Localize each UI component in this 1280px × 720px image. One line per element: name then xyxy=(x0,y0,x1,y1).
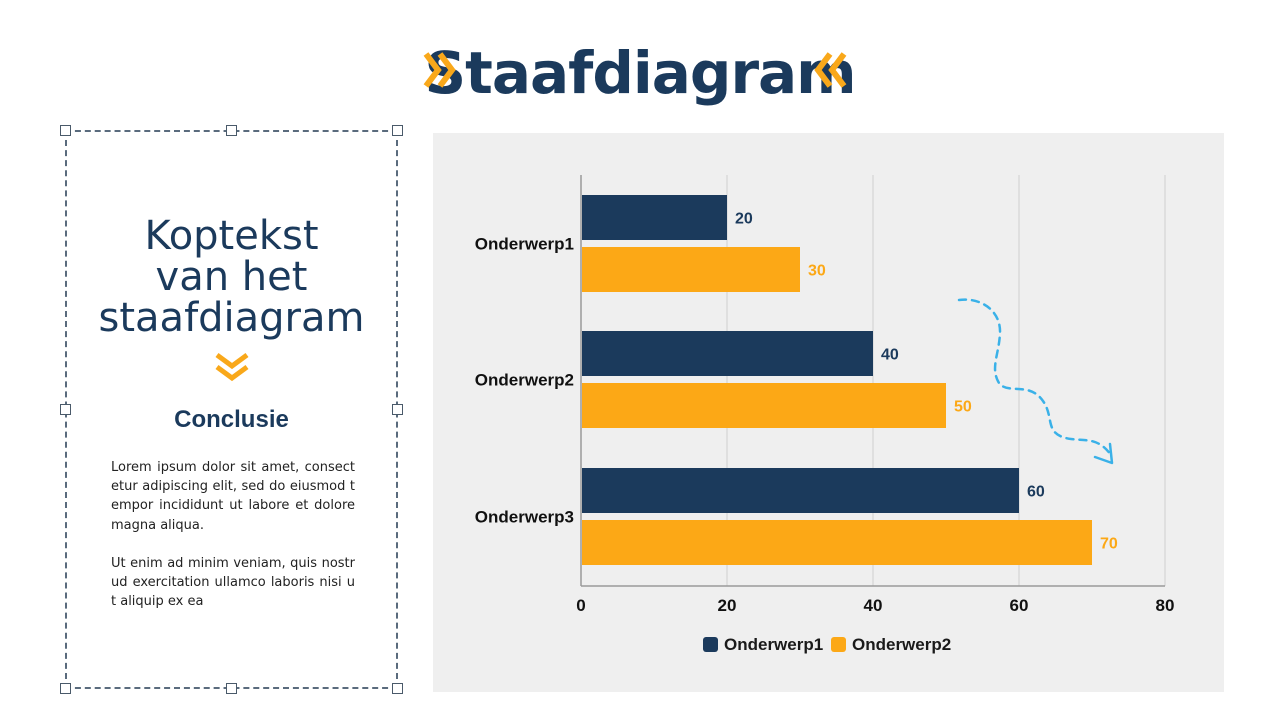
conclusion-heading: Conclusie xyxy=(174,406,289,433)
legend-swatch xyxy=(831,637,846,652)
bar-onderwerp1-onderwerp3 xyxy=(582,468,1019,513)
chevron-left-icon xyxy=(814,52,847,88)
selected-text-box[interactable]: Koptekst van het staafdiagram Conclusie … xyxy=(60,125,403,694)
heading-line: staafdiagram xyxy=(98,295,365,341)
page-title: Staafdiagram xyxy=(0,38,1280,108)
legend-label: Onderwerp2 xyxy=(852,635,951,654)
dashed-arrow-path xyxy=(957,298,1113,457)
data-label: 20 xyxy=(735,211,753,228)
resize-handle-bottom[interactable] xyxy=(226,683,237,694)
bar-onderwerp2-onderwerp3 xyxy=(582,520,1092,565)
heading-line: van het xyxy=(155,254,308,300)
bar-chart: 0 20 40 60 80 20 30 Onderwerp1 40 50 Onderwerp2 60 7… xyxy=(475,175,1175,654)
paragraph: Ut enim ad minim veniam, quis nostrud ex… xyxy=(111,555,355,610)
resize-handle-bottom-right[interactable] xyxy=(392,683,403,694)
legend-label: Onderwerp1 xyxy=(724,635,823,654)
resize-handle-bottom-left[interactable] xyxy=(60,683,71,694)
data-label: 30 xyxy=(808,263,826,280)
resize-handle-top[interactable] xyxy=(226,125,237,136)
resize-handle-top-left[interactable] xyxy=(60,125,71,136)
data-label: 70 xyxy=(1100,536,1118,553)
bar-onderwerp2-onderwerp1 xyxy=(582,247,800,292)
data-label: 40 xyxy=(881,347,899,364)
data-label: 60 xyxy=(1027,484,1045,501)
category-label: Onderwerp1 xyxy=(475,235,574,254)
chart-panel[interactable]: 0 20 40 60 80 20 30 Onderwerp1 40 50 Onderwerp2 60 7… xyxy=(433,133,1224,692)
bar-onderwerp1-onderwerp2 xyxy=(582,331,873,376)
title-text: Staafdiagram xyxy=(424,39,856,107)
x-tick-label: 40 xyxy=(864,596,883,615)
chart-heading: Koptekst van het staafdiagram xyxy=(67,216,396,339)
paragraph: Lorem ipsum dolor sit amet, consectetur … xyxy=(111,460,355,533)
data-label: 50 xyxy=(954,399,972,416)
category-label: Onderwerp3 xyxy=(475,508,574,527)
legend-swatch xyxy=(703,637,718,652)
bar-onderwerp2-onderwerp2 xyxy=(582,383,946,428)
category-label: Onderwerp2 xyxy=(475,371,574,390)
x-tick-label: 80 xyxy=(1156,596,1175,615)
x-tick-label: 0 xyxy=(576,596,585,615)
double-chevron-down-icon xyxy=(215,352,249,382)
body-text: Lorem ipsum dolor sit amet, consectetur … xyxy=(111,458,355,611)
heading-line: Koptekst xyxy=(144,213,319,259)
bar-onderwerp1-onderwerp1 xyxy=(582,195,727,240)
arrow-head-icon xyxy=(1093,442,1114,465)
x-tick-label: 60 xyxy=(1010,596,1029,615)
resize-handle-top-right[interactable] xyxy=(392,125,403,136)
x-tick-label: 20 xyxy=(718,596,737,615)
resize-handle-left[interactable] xyxy=(60,404,71,415)
chevron-right-icon xyxy=(423,52,456,88)
resize-handle-right[interactable] xyxy=(392,404,403,415)
